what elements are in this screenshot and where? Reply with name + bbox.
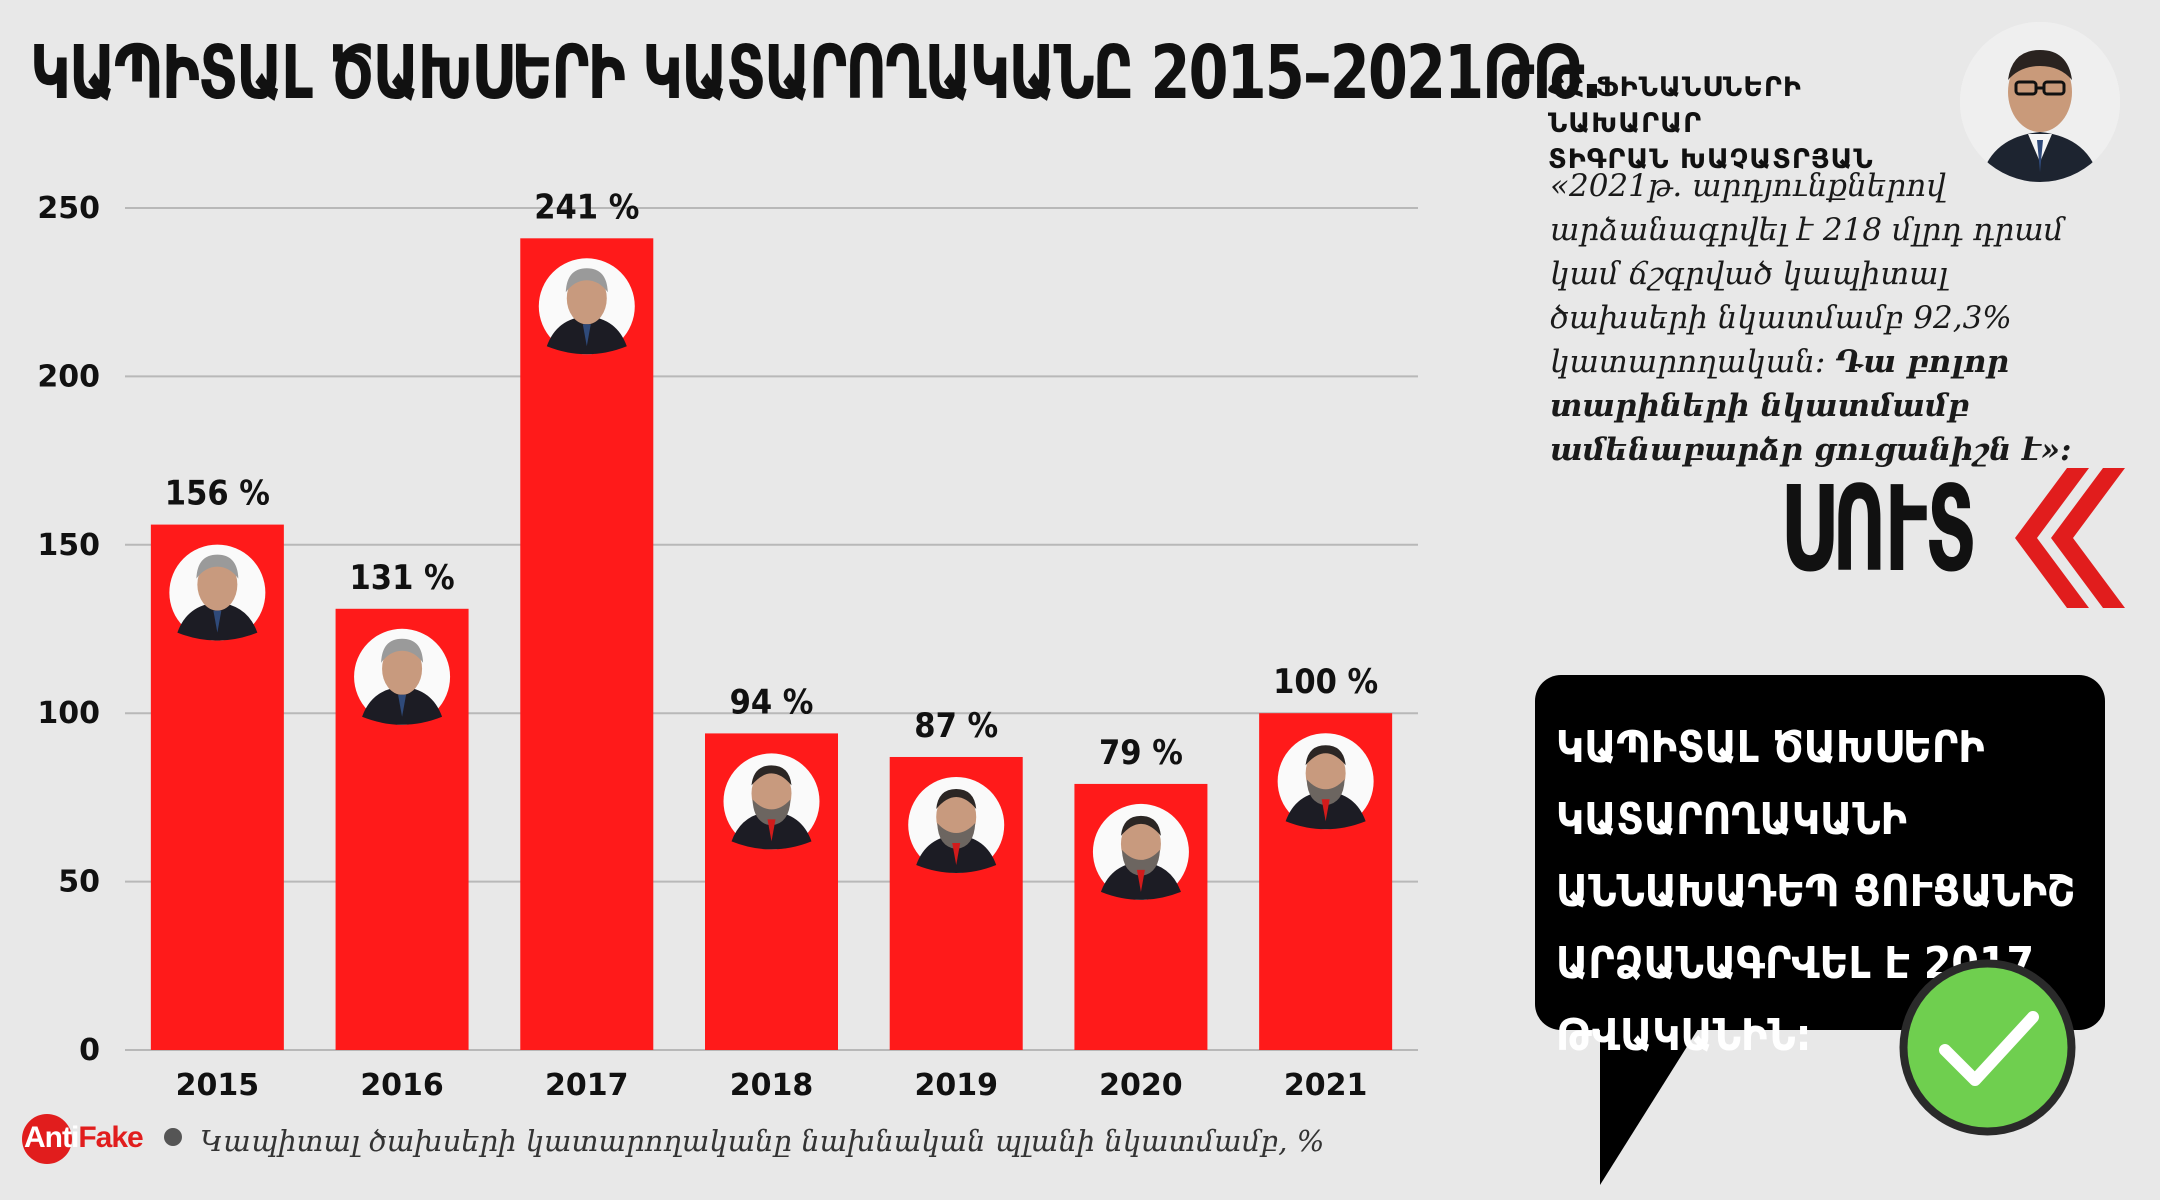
minister-title: ՀՀ ՖԻՆԱՆՍՆԵՐԻ ՆԱԽԱՐԱՐ xyxy=(1548,72,1802,139)
person-photo-icon xyxy=(1092,803,1189,900)
antifake-logo: AntiFake xyxy=(22,1110,182,1168)
quote-bold: Դա բոլոր տարիների նկատմամբ ամենաբարձր ցո… xyxy=(1550,344,2072,468)
speech-bubble-tail xyxy=(1600,1010,1710,1185)
x-tick-label: 2020 xyxy=(1099,1068,1183,1103)
logo-anti-text: Anti xyxy=(24,1121,79,1154)
checkmark-icon xyxy=(1899,959,2076,1136)
source-note: Կապիտալ ծախսերի կատարողականը նախնական պլ… xyxy=(200,1124,1325,1158)
bar xyxy=(520,238,654,1050)
y-tick-label: 100 xyxy=(37,696,100,731)
bar-value-label: 100 % xyxy=(1273,662,1378,702)
minister-name: ՏԻԳՐԱՆ ԽԱՉԱՏՐՅԱՆ xyxy=(1548,144,1874,175)
minister-caption: ՀՀ ՖԻՆԱՆՍՆԵՐԻ ՆԱԽԱՐԱՐ ՏԻԳՐԱՆ ԽԱՉԱՏՐՅԱՆ xyxy=(1548,70,1958,178)
person-photo-icon xyxy=(1277,733,1374,830)
bar-chart: 0 50 100 150 200 250 156 % 2015 131 % 2016 241 % 20… xyxy=(37,187,1418,1103)
minister-quote: «2021թ. արդյունքներով արձանագրվել է 218 … xyxy=(1550,164,2110,472)
x-tick-label: 2021 xyxy=(1284,1068,1368,1103)
y-tick-label: 150 xyxy=(37,528,100,563)
logo-fake-text: Fake xyxy=(78,1121,143,1154)
double-chevron-left-icon xyxy=(2015,468,2125,608)
bar-value-label: 131 % xyxy=(350,558,455,598)
x-tick-label: 2017 xyxy=(545,1068,629,1103)
x-tick-label: 2016 xyxy=(360,1068,444,1103)
x-tick-label: 2019 xyxy=(914,1068,998,1103)
minister-portrait-icon xyxy=(1960,22,2120,182)
y-tick-label: 250 xyxy=(37,191,100,226)
quote-plain: «2021թ. արդյունքներով արձանագրվել է 218 … xyxy=(1550,168,2064,380)
y-tick-label: 0 xyxy=(79,1033,100,1068)
bar-value-label: 241 % xyxy=(534,187,639,227)
x-tick-label: 2015 xyxy=(176,1068,260,1103)
person-photo-icon xyxy=(354,628,451,725)
bar-value-label: 156 % xyxy=(165,474,270,514)
y-tick-label: 200 xyxy=(37,359,100,394)
person-photo-icon xyxy=(723,753,820,850)
page-title: ԿԱՊԻՏԱԼ ԾԱԽՍԵՐԻ ԿԱՏԱՐՈՂԱԿԱՆԸ 2015–2021ԹԹ… xyxy=(30,30,1601,116)
person-photo-icon xyxy=(538,258,635,355)
x-tick-label: 2018 xyxy=(730,1068,814,1103)
bar-value-label: 87 % xyxy=(914,706,998,746)
bubble-text: ԿԱՊԻՏԱԼ ԾԱԽՍԵՐԻ ԿԱՏԱՐՈՂԱԿԱՆԻ ԱՆՆԱԽԱԴԵՊ Ց… xyxy=(1556,722,2076,1061)
bar-value-label: 94 % xyxy=(730,682,814,722)
bar-value-label: 79 % xyxy=(1099,733,1183,773)
y-tick-label: 50 xyxy=(58,865,100,900)
person-photo-icon xyxy=(169,544,266,641)
person-photo-icon xyxy=(908,776,1005,873)
verdict-label: ՍՈՒՏ xyxy=(1780,460,1977,598)
